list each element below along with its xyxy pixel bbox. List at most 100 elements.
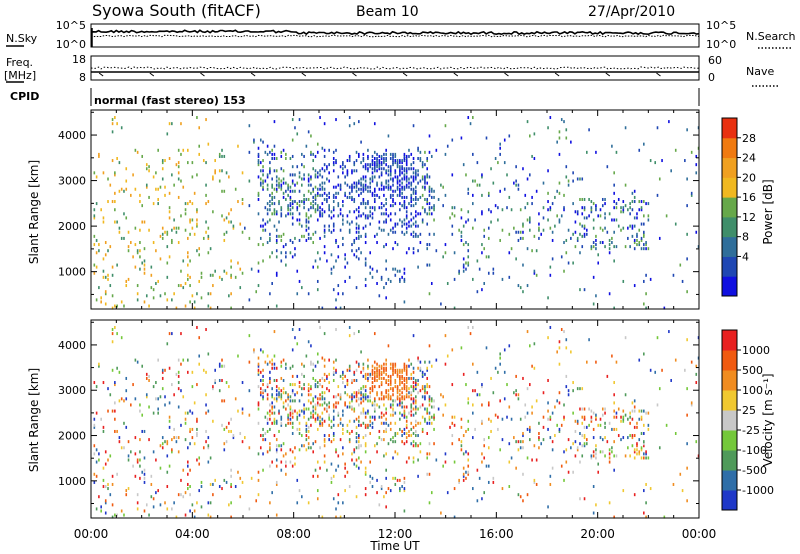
velocity-cell xyxy=(291,415,294,419)
power-cell xyxy=(401,275,403,279)
velocity-cell xyxy=(326,387,328,391)
power-cell xyxy=(481,175,483,179)
velocity-cell xyxy=(305,421,308,425)
velocity-cell xyxy=(332,409,335,413)
velocity-cell xyxy=(332,378,335,382)
velocity-cell xyxy=(415,395,417,399)
power-cell xyxy=(335,118,337,122)
velocity-cell xyxy=(631,444,634,448)
power-cell xyxy=(430,206,433,210)
power-cell xyxy=(307,226,310,230)
power-cell xyxy=(316,191,319,195)
power-cell xyxy=(674,222,677,226)
power-cell xyxy=(291,189,294,193)
power-cell xyxy=(415,197,417,201)
power-cell xyxy=(510,247,513,251)
power-cell xyxy=(116,156,118,160)
velocity-cell xyxy=(280,360,283,364)
power-cell xyxy=(410,224,413,228)
velocity-cell xyxy=(522,472,524,476)
power-cell xyxy=(378,161,381,165)
velocity-cell xyxy=(364,415,367,419)
velocity-cell xyxy=(428,403,431,407)
power-cell xyxy=(184,212,187,216)
power-cell xyxy=(574,210,577,214)
power-cell xyxy=(93,216,96,220)
velocity-cell xyxy=(259,434,262,438)
power-cell xyxy=(312,241,315,245)
power-cell xyxy=(230,306,232,310)
power-cell xyxy=(604,202,606,206)
power-cell xyxy=(100,208,102,212)
velocity-cell xyxy=(558,427,561,431)
velocity-cell xyxy=(221,358,223,362)
power-cell xyxy=(389,152,392,156)
power-cell xyxy=(355,255,358,259)
velocity-cell xyxy=(339,395,342,399)
power-cell xyxy=(323,181,326,185)
power-cell xyxy=(209,292,212,296)
power-cell xyxy=(312,159,315,163)
power-cell xyxy=(173,183,175,187)
power-cell xyxy=(410,204,413,208)
velocity-cell xyxy=(690,401,693,405)
velocity-cell xyxy=(588,407,590,411)
power-cell xyxy=(442,255,444,259)
x-tick-label: 20:00 xyxy=(580,527,615,541)
power-cell xyxy=(348,228,351,232)
velocity-cell xyxy=(285,423,287,427)
power-cell xyxy=(583,224,586,228)
velocity-cell xyxy=(437,407,440,411)
velocity-cell xyxy=(346,470,349,474)
velocity-cell xyxy=(383,403,385,407)
power-cell xyxy=(323,245,326,249)
power-cell xyxy=(503,161,506,165)
velocity-cell xyxy=(421,415,424,419)
power-cell xyxy=(515,257,517,261)
power-cell xyxy=(640,222,643,226)
velocity-cell xyxy=(198,362,201,366)
power-cell xyxy=(401,181,403,185)
velocity-cell xyxy=(508,405,511,409)
power-cell xyxy=(100,296,102,300)
velocity-cell xyxy=(451,383,454,387)
power-y-ticks: 1000 2000 3000 4000 xyxy=(58,111,699,295)
power-colorbar-tick: 16 xyxy=(742,191,756,204)
power-cell xyxy=(326,259,328,263)
velocity-cell xyxy=(319,325,321,329)
velocity-cell xyxy=(547,378,549,382)
velocity-cell xyxy=(608,456,611,460)
velocity-cell xyxy=(367,358,369,362)
power-cell xyxy=(558,220,561,224)
power-cell xyxy=(373,163,376,167)
power-cell xyxy=(643,200,645,204)
velocity-y-tick-label: 3000 xyxy=(58,384,86,397)
velocity-cell xyxy=(337,401,340,405)
velocity-cell xyxy=(273,378,276,382)
velocity-cell xyxy=(111,482,114,486)
velocity-cell xyxy=(581,444,584,448)
power-cell xyxy=(383,161,385,165)
velocity-cell xyxy=(383,454,385,458)
power-cell xyxy=(399,173,401,177)
velocity-cell xyxy=(403,366,406,370)
power-cell xyxy=(330,267,333,271)
velocity-cell xyxy=(369,460,372,464)
velocity-cell xyxy=(476,370,479,374)
power-cell xyxy=(581,212,584,216)
power-cell xyxy=(111,159,114,163)
velocity-cell xyxy=(604,436,606,440)
velocity-cell xyxy=(501,487,504,491)
power-cell xyxy=(307,216,310,220)
power-cell xyxy=(581,206,584,210)
power-cell xyxy=(467,218,470,222)
velocity-cell xyxy=(399,399,401,403)
power-cell xyxy=(312,187,315,191)
power-cell xyxy=(396,161,399,165)
velocity-cell xyxy=(287,417,289,421)
velocity-cell xyxy=(282,391,285,395)
velocity-cell xyxy=(280,376,283,380)
power-cell xyxy=(141,261,144,265)
velocity-cell xyxy=(275,421,278,425)
velocity-cell xyxy=(560,464,563,468)
